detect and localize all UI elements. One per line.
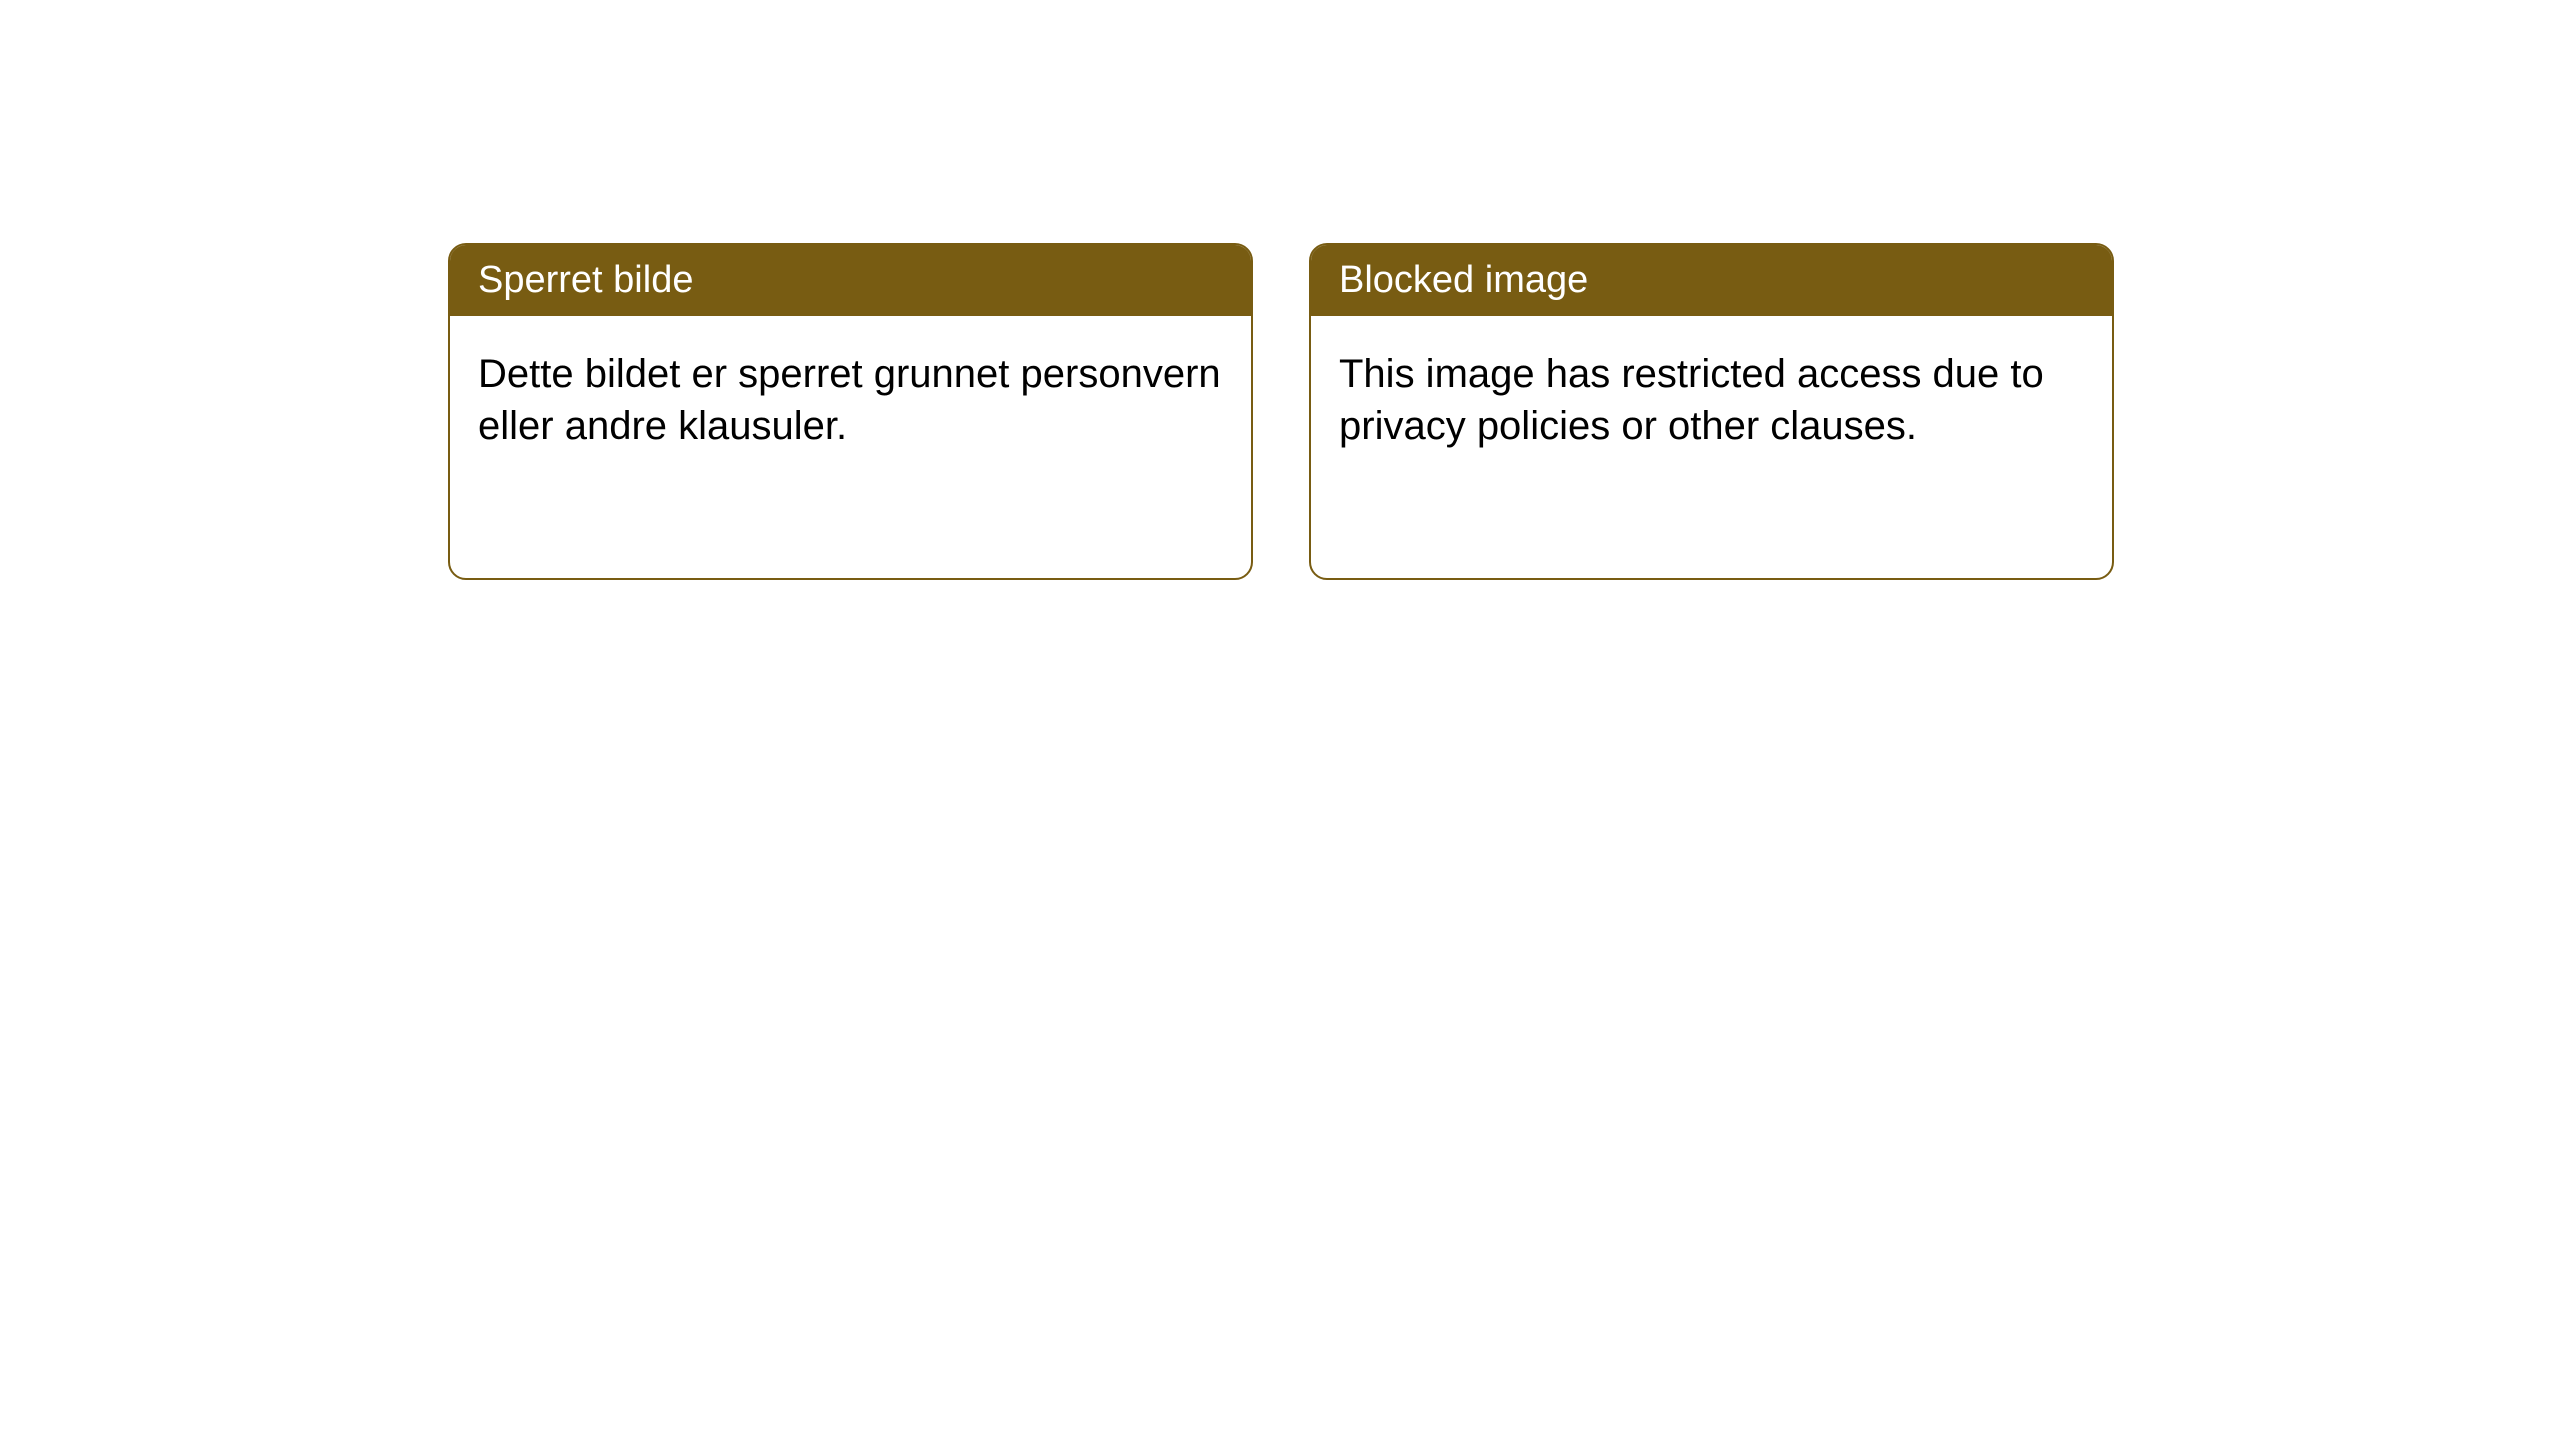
notice-body-text: This image has restricted access due to … bbox=[1339, 352, 2044, 448]
notice-body: This image has restricted access due to … bbox=[1311, 316, 2112, 484]
notice-body: Dette bildet er sperret grunnet personve… bbox=[450, 316, 1251, 484]
notice-card-english: Blocked image This image has restricted … bbox=[1309, 243, 2114, 580]
notice-header: Sperret bilde bbox=[450, 245, 1251, 316]
notice-header: Blocked image bbox=[1311, 245, 2112, 316]
notice-title: Blocked image bbox=[1339, 259, 1588, 301]
notice-title: Sperret bilde bbox=[478, 259, 693, 301]
notice-body-text: Dette bildet er sperret grunnet personve… bbox=[478, 352, 1221, 448]
notice-card-norwegian: Sperret bilde Dette bildet er sperret gr… bbox=[448, 243, 1253, 580]
notice-container: Sperret bilde Dette bildet er sperret gr… bbox=[448, 243, 2114, 580]
